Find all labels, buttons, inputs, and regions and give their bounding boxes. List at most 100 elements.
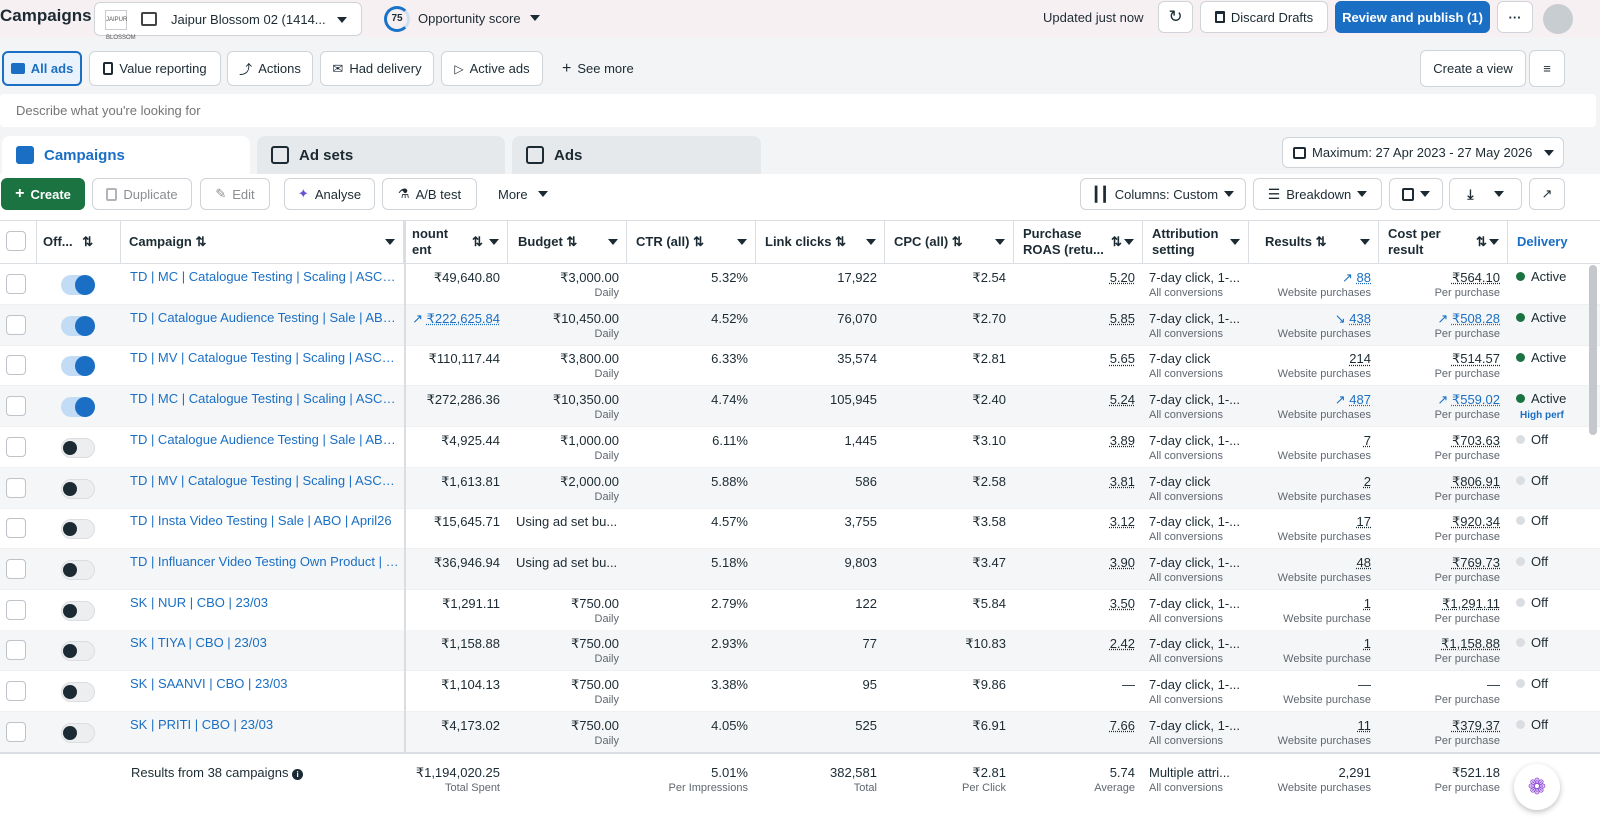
search-input[interactable] [0, 94, 1596, 127]
cell-value[interactable]: ₹559.02 [1451, 392, 1500, 408]
campaign-toggle[interactable] [61, 600, 95, 621]
table-row[interactable]: TD | MV | Catalogue Testing | Scaling | … [0, 345, 1600, 387]
create-button[interactable]: + Create [1, 178, 85, 210]
chip-active-ads[interactable]: ▷ Active ads [441, 51, 543, 86]
campaign-toggle[interactable] [61, 641, 95, 662]
breakdown-button[interactable]: ☰ Breakdown [1253, 178, 1382, 210]
row-checkbox[interactable] [6, 558, 26, 579]
table-row[interactable]: SK | NUR | CBO | 23/03 ₹1,291.11 ₹750.00 Da… [0, 590, 1600, 631]
column-header-campaign[interactable]: Campaign ⇅ [121, 221, 404, 263]
row-checkbox[interactable] [6, 681, 26, 701]
column-header-results[interactable]: Results ⇅ [1249, 221, 1379, 263]
table-row[interactable]: SK | PRITI | CBO | 23/03 ₹4,173.02 ₹750.00… [0, 711, 1600, 753]
campaign-name-link[interactable]: SK | NUR | CBO | 23/03 [130, 594, 269, 610]
column-header-amount-spent[interactable]: nount ent ⇅ [406, 221, 508, 263]
campaign-name-link[interactable]: TD | Catalogue Audience Testing | Sale |… [130, 309, 400, 325]
table-row[interactable]: SK | SAANVI | CBO | 23/03 ₹1,104.13 ₹750.0… [0, 671, 1600, 712]
campaign-toggle[interactable] [61, 478, 95, 499]
edit-button[interactable]: ✎ Edit [200, 178, 270, 210]
chip-had-delivery[interactable]: ✉ Had delivery [320, 51, 434, 86]
row-checkbox[interactable] [6, 355, 26, 376]
opportunity-score-label[interactable]: Opportunity score [418, 11, 541, 26]
column-header-budget[interactable]: Budget ⇅ [508, 221, 627, 263]
campaign-name-link[interactable]: TD | MV | Catalogue Testing | Scaling | … [130, 350, 400, 366]
select-all-checkbox[interactable] [6, 231, 26, 251]
column-header-attribution[interactable]: Attribution setting [1143, 221, 1249, 263]
discard-drafts-button[interactable]: Discard Drafts [1200, 1, 1328, 33]
column-header-cost-per-result[interactable]: Cost per result ⇅ [1379, 221, 1508, 263]
duplicate-button[interactable]: Duplicate [92, 178, 192, 210]
table-row[interactable]: TD | MC | Catalogue Testing | Scaling | … [0, 264, 1600, 305]
table-row[interactable]: TD | Catalogue Audience Testing | Sale |… [0, 304, 1600, 346]
row-checkbox[interactable] [6, 640, 26, 661]
row-checkbox[interactable] [6, 396, 26, 417]
campaign-name-link[interactable]: TD | MC | Catalogue Testing | Scaling | … [130, 391, 400, 407]
chip-actions[interactable]: ⤴ Actions [227, 51, 313, 86]
row-checkbox[interactable] [6, 314, 26, 335]
campaign-toggle[interactable] [61, 722, 95, 743]
date-range-picker[interactable]: Maximum: 27 Apr 2023 - 27 May 2026 [1282, 137, 1564, 168]
row-checkbox[interactable] [6, 599, 26, 620]
create-view-button[interactable]: Create a view [1420, 50, 1526, 87]
refresh-button[interactable]: ↻ [1158, 1, 1193, 33]
row-checkbox[interactable] [6, 436, 26, 457]
campaign-toggle[interactable] [61, 275, 95, 295]
chip-value-reporting[interactable]: Value reporting [89, 51, 221, 86]
campaign-toggle[interactable] [61, 356, 95, 377]
column-header-ctr[interactable]: CTR (all) ⇅ [627, 221, 756, 263]
tab-campaigns[interactable]: Campaigns [2, 136, 250, 174]
cell-value[interactable]: ₹508.28 [1451, 310, 1500, 326]
review-publish-button[interactable]: Review and publish (1) [1335, 1, 1490, 33]
campaign-toggle[interactable] [61, 519, 95, 540]
campaign-name-link[interactable]: TD | MC | Catalogue Testing | Scaling | … [130, 269, 400, 284]
chip-all-ads[interactable]: All ads [2, 51, 82, 86]
column-header-cpc[interactable]: CPC (all) ⇅ [885, 221, 1014, 263]
info-icon[interactable]: i [292, 769, 304, 780]
campaign-toggle[interactable] [61, 682, 95, 702]
tab-ad-sets[interactable]: Ad sets [257, 136, 505, 174]
column-header-purchase-roas[interactable]: Purchase ROAS (retu... ⇅ [1014, 221, 1143, 263]
campaign-name-link[interactable]: TD | Catalogue Audience Testing | Sale |… [130, 431, 400, 447]
row-checkbox[interactable] [6, 721, 26, 742]
table-row[interactable]: TD | Insta Video Testing | Sale | ABO | … [0, 508, 1600, 550]
column-header-off-on[interactable]: Off... ⇅ [37, 221, 121, 263]
campaign-toggle[interactable] [61, 315, 95, 336]
more-actions-button[interactable]: More [498, 187, 548, 202]
column-header-link-clicks[interactable]: Link clicks ⇅ [756, 221, 885, 263]
row-checkbox[interactable] [6, 477, 26, 498]
row-checkbox[interactable] [6, 518, 26, 539]
campaign-name-link[interactable]: SK | TIYA | CBO | 23/03 [130, 635, 267, 651]
reports-button[interactable] [1389, 178, 1443, 210]
cell-value[interactable]: ₹222,625.84 [426, 310, 500, 326]
cell-value[interactable]: 438 [1349, 310, 1371, 326]
campaign-name-link[interactable]: TD | Insta Video Testing | Sale | ABO | … [130, 513, 392, 529]
opportunity-score-ring[interactable]: 75 [384, 6, 410, 32]
table-row[interactable]: SK | TIYA | CBO | 23/03 ₹1,158.88 ₹750.00 D… [0, 630, 1600, 672]
tab-ads[interactable]: Ads [512, 136, 761, 174]
charts-button[interactable]: ↗ [1529, 178, 1565, 210]
ab-test-button[interactable]: ⚗ A/B test [382, 178, 477, 210]
view-settings-button[interactable]: ≡ [1529, 50, 1565, 87]
analyse-button[interactable]: ✦ Analyse [284, 178, 375, 210]
columns-button[interactable]: ┃┃ Columns: Custom [1080, 178, 1246, 210]
campaign-toggle[interactable] [61, 437, 95, 458]
campaign-toggle[interactable] [61, 559, 95, 580]
campaign-name-link[interactable]: SK | SAANVI | CBO | 23/03 [130, 676, 288, 691]
cell-value[interactable]: 88 [1356, 270, 1371, 285]
table-row[interactable]: TD | MC | Catalogue Testing | Scaling | … [0, 386, 1600, 428]
campaign-name-link[interactable]: TD | Influancer Video Testing Own Produc… [130, 553, 400, 569]
campaign-name-link[interactable]: TD | MV | Catalogue Testing | Scaling | … [130, 472, 400, 488]
avatar[interactable] [1543, 4, 1573, 34]
campaign-toggle[interactable] [61, 397, 95, 418]
cell-value[interactable]: 487 [1349, 392, 1371, 408]
column-header-delivery[interactable]: Delivery [1517, 234, 1568, 249]
more-options-button[interactable]: ··· [1497, 1, 1533, 33]
table-row[interactable]: TD | Influancer Video Testing Own Produc… [0, 548, 1600, 590]
export-button[interactable]: ⤓ [1449, 178, 1522, 210]
assistant-button[interactable]: ❁ [1514, 764, 1560, 810]
see-more-button[interactable]: + See more [562, 60, 634, 77]
table-row[interactable]: TD | Catalogue Audience Testing | Sale |… [0, 427, 1600, 468]
campaign-name-link[interactable]: SK | PRITI | CBO | 23/03 [130, 716, 274, 732]
account-selector[interactable]: JAIPUR BLOSSOM Jaipur Blossom 02 (1414..… [94, 2, 362, 41]
table-scrollbar[interactable] [1589, 265, 1597, 435]
